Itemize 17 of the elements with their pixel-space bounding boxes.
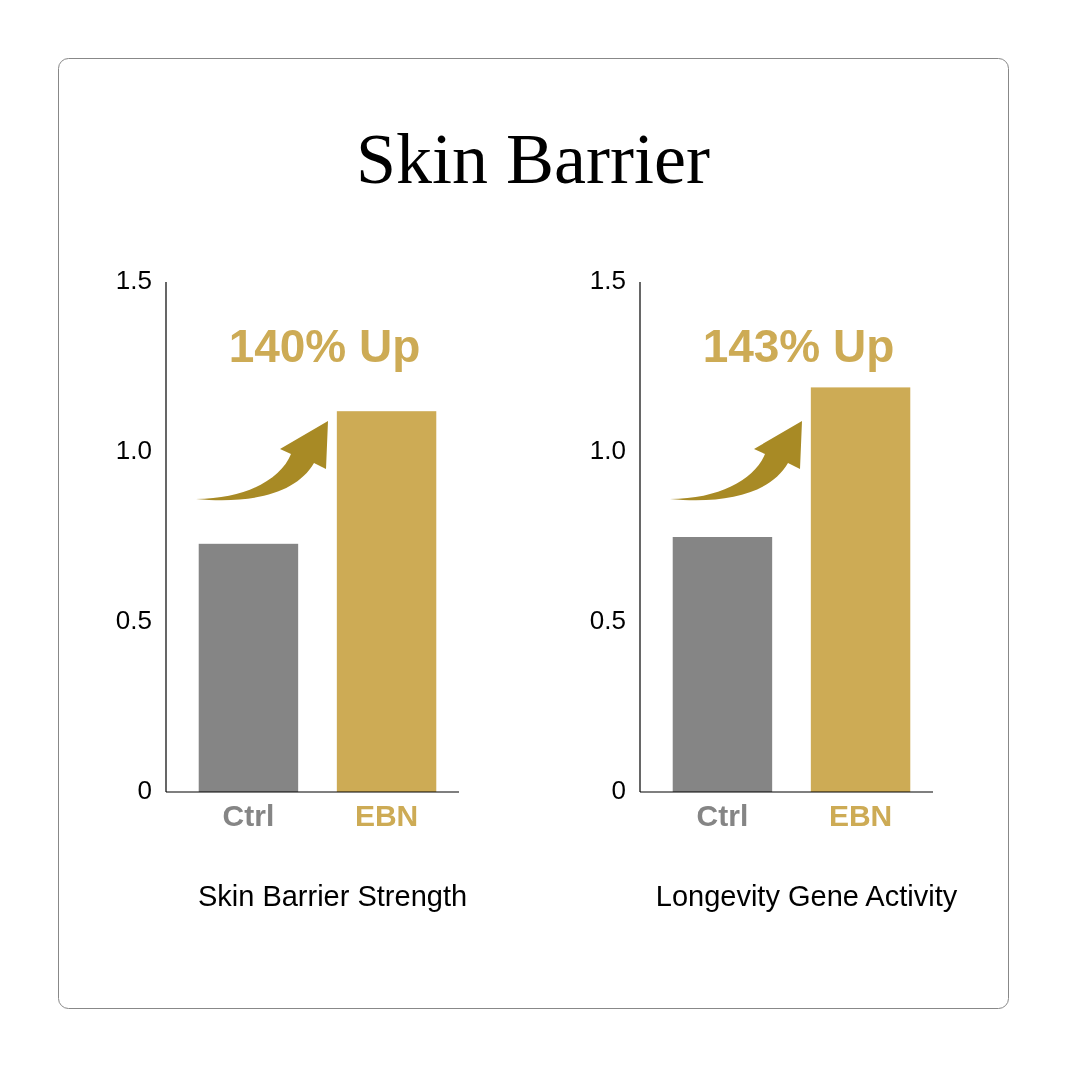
chart-title: Skin Barrier (356, 119, 710, 199)
y-tick-label: 1.0 (115, 434, 152, 465)
x-tick-label: Ctrl (696, 799, 749, 832)
y-tick-label: 0.5 (589, 604, 626, 635)
annotation: 140% Up (228, 320, 421, 372)
y-tick-label: 0.5 (115, 604, 152, 635)
y-tick-label: 1.5 (589, 264, 626, 295)
y-tick-label: 0 (611, 774, 626, 805)
annotation: 143% Up (702, 320, 895, 372)
y-tick-label: 0 (137, 774, 152, 805)
x-tick-label: EBN (828, 799, 893, 832)
y-tick-label: 1.0 (589, 434, 626, 465)
x-tick-label: EBN (354, 799, 419, 832)
y-tick-label: 1.5 (115, 264, 152, 295)
x-tick-label: Ctrl (222, 799, 275, 832)
x-axis-title: Skin Barrier Strength (197, 880, 468, 912)
x-axis-title: Longevity Gene Activity (655, 880, 958, 912)
